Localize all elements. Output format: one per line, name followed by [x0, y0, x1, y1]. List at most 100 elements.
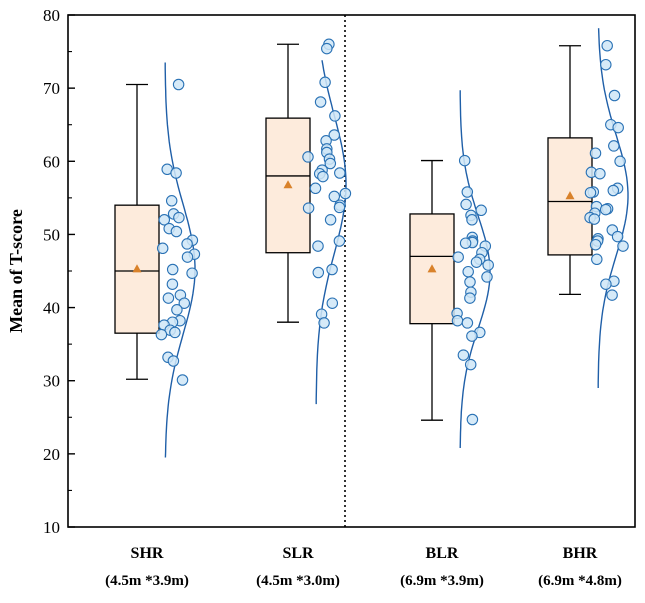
category-label: BLR: [426, 545, 459, 562]
data-point: [334, 167, 346, 179]
y-tick-label: 50: [43, 225, 60, 244]
data-point: [309, 182, 322, 195]
data-point: [333, 201, 346, 214]
data-point: [333, 235, 346, 247]
data-point: [612, 121, 624, 134]
y-tick-label: 10: [43, 518, 60, 537]
data-point: [461, 317, 474, 329]
data-point: [176, 374, 189, 386]
data-point: [617, 240, 629, 252]
data-point: [173, 211, 185, 224]
y-axis-title: Mean of T-score: [6, 209, 26, 333]
data-point: [608, 89, 621, 102]
data-point: [601, 39, 613, 52]
data-point: [458, 154, 471, 167]
group-blr: [409, 90, 494, 449]
data-point: [339, 187, 352, 200]
data-point: [329, 110, 341, 122]
data-point: [312, 266, 325, 279]
data-point: [169, 326, 181, 339]
data-point: [461, 186, 474, 198]
data-point: [600, 278, 612, 290]
category-sublabel: (4.5m *3.0m): [256, 573, 340, 589]
data-point: [181, 251, 194, 263]
data-point: [589, 238, 602, 251]
data-point: [470, 256, 483, 268]
data-point: [166, 263, 179, 276]
mean-marker: [283, 180, 293, 189]
data-point: [584, 186, 597, 199]
data-point: [591, 253, 603, 266]
data-point: [607, 184, 620, 197]
data-point: [611, 230, 624, 243]
data-point: [156, 242, 169, 255]
data-point: [302, 202, 315, 214]
data-point: [589, 147, 602, 159]
data-point: [606, 289, 618, 301]
data-point: [178, 297, 191, 309]
data-point: [452, 251, 464, 263]
data-point: [162, 292, 175, 304]
data-point: [457, 349, 470, 361]
data-point: [594, 167, 606, 180]
data-point: [464, 292, 476, 304]
density-curve: [164, 62, 196, 458]
data-point: [460, 198, 472, 211]
data-point: [588, 213, 601, 225]
data-point: [326, 297, 339, 309]
data-point: [321, 42, 333, 55]
y-tick-label: 80: [43, 6, 60, 25]
data-point: [481, 271, 493, 283]
data-point: [158, 214, 171, 226]
y-tick-label: 40: [43, 299, 60, 318]
density-curve: [597, 28, 629, 388]
data-point: [475, 204, 487, 217]
data-point: [328, 190, 341, 203]
data-point: [464, 358, 477, 371]
data-point: [317, 170, 329, 183]
mean-marker: [132, 264, 142, 273]
data-point: [155, 328, 168, 341]
y-tick-label: 70: [43, 79, 60, 98]
category-sublabel: (4.5m *3.9m): [105, 573, 189, 589]
data-point: [314, 96, 327, 108]
mean-marker: [427, 264, 437, 273]
category-sublabel: (6.9m *3.9m): [400, 573, 484, 589]
data-point: [466, 214, 478, 226]
data-point: [165, 195, 178, 207]
data-point: [324, 157, 337, 170]
data-point: [466, 413, 479, 426]
data-point: [608, 140, 620, 152]
data-point: [326, 263, 338, 276]
data-point: [318, 317, 330, 329]
data-point: [599, 203, 612, 216]
data-point: [181, 238, 193, 250]
group-slr: [265, 38, 352, 405]
data-point: [171, 304, 183, 316]
data-point: [464, 276, 476, 288]
data-point: [451, 314, 464, 327]
group-shr: [114, 62, 201, 458]
y-tick-label: 30: [43, 372, 60, 391]
data-point: [324, 214, 337, 226]
category-label: SLR: [282, 545, 314, 562]
category-label: SHR: [131, 545, 164, 562]
data-point: [170, 167, 182, 179]
box-iqr: [409, 213, 455, 325]
category-label: BHR: [563, 545, 598, 562]
data-point: [302, 151, 314, 163]
data-point: [172, 78, 185, 91]
y-tick-label: 20: [43, 445, 60, 464]
data-point: [482, 259, 494, 271]
group-bhr: [547, 28, 629, 388]
data-point: [459, 237, 472, 249]
data-point: [614, 155, 626, 168]
data-point: [170, 225, 183, 238]
mean-marker: [565, 191, 575, 200]
y-tick-label: 60: [43, 152, 60, 171]
data-point: [186, 267, 198, 279]
data-point: [466, 330, 478, 342]
data-point: [319, 76, 331, 89]
